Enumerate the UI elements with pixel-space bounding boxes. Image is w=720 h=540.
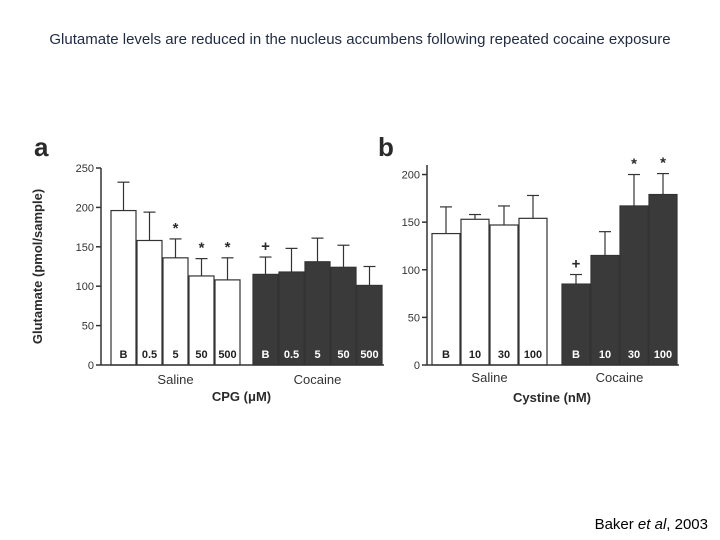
y-tick-label: 150 [76,242,94,254]
y-tick-label: 150 [402,217,420,229]
bar-category-label: B [262,349,270,361]
bar-category-label: 10 [469,349,481,361]
significance-marker: * [225,239,231,256]
group-label: Cocaine [596,370,644,385]
x-axis-label: CPG (μM) [212,389,271,404]
bar-category-label: 50 [195,349,207,361]
bar [110,209,137,366]
bar-category-label: B [120,349,128,361]
bar [518,217,548,366]
panel-a: a 0 50 100 150 200 250 Glutamate (pmol/sample) B… [30,132,384,404]
bar-category-label: 30 [628,349,640,361]
bar [619,205,649,366]
bar-category-label: B [572,349,580,361]
bar-category-label: 30 [498,349,510,361]
citation-prefix: Baker [594,516,638,533]
bar-category-label: 100 [654,349,672,361]
citation-suffix: , 2003 [666,516,708,533]
y-tick-label: 200 [76,202,94,214]
bar-category-label: 500 [360,349,378,361]
bar-category-label: 5 [314,349,320,361]
bar [330,266,357,366]
panel-letter: b [378,132,394,162]
y-axis-label: Glutamate (pmol/sample) [30,189,45,344]
significance-marker: * [173,220,179,237]
significance-marker: + [261,238,270,255]
y-tick-label: 100 [402,265,420,277]
bar-category-label: 50 [337,349,349,361]
bar-category-label: 100 [524,349,542,361]
bar [460,218,490,366]
group-label: Cocaine [294,372,342,387]
bar [356,284,383,366]
y-tick-label: 0 [88,360,94,372]
y-tick-label: 50 [408,312,420,324]
bar-category-label: 10 [599,349,611,361]
x-axis-label: Cystine (nM) [513,390,591,405]
panel-b: b 0 50 100 150 200 B 10 30 100 Saline B +10 30 * 100 * Co… [378,132,679,405]
bar [561,283,591,366]
significance-marker: * [660,155,666,172]
bar [431,232,461,366]
y-tick-label: 100 [76,281,94,293]
bar-category-label: B [442,349,450,361]
bar [278,271,305,366]
citation-italic: et al [637,516,667,533]
y-tick-label: 0 [414,360,420,372]
y-tick-label: 50 [82,321,94,333]
panel-letter: a [34,132,49,162]
significance-marker: + [572,256,581,273]
bar [648,193,678,366]
bar-category-label: 0.5 [284,349,299,361]
citation: Baker et al, 2003 [595,516,708,533]
group-label: Saline [157,372,193,387]
bar [252,273,279,366]
bar [304,261,331,366]
significance-marker: * [199,240,205,257]
group-label: Saline [471,370,507,385]
significance-marker: * [631,156,637,173]
bar [136,239,163,366]
bar [489,224,519,366]
bar-category-label: 500 [218,349,236,361]
slide-title: Glutamate levels are reduced in the nucl… [49,31,671,48]
bar-category-label: 5 [172,349,178,361]
y-tick-label: 250 [76,163,94,175]
y-tick-label: 200 [402,170,420,182]
bar-category-label: 0.5 [142,349,157,361]
